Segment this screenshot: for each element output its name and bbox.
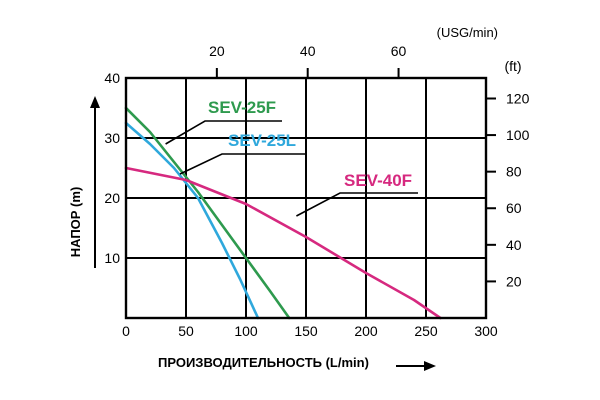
x-axis-title: ПРОИЗВОДИТЕЛЬНОСТЬ (L/min): [158, 355, 369, 370]
x-tick-label: 0: [122, 323, 130, 339]
x-tick-label: 50: [178, 323, 194, 339]
right-tick-label: 60: [506, 200, 522, 216]
top-tick-label: 40: [300, 43, 316, 59]
leader-line-sev-40f: [296, 192, 418, 217]
curves: [124, 106, 442, 320]
x-tick-label: 300: [474, 323, 498, 339]
x-tick-label: 150: [294, 323, 318, 339]
x-tick-label: 100: [234, 323, 258, 339]
right-tick-label: 120: [506, 90, 530, 106]
curve-sev-40f: [124, 166, 442, 320]
y-axis-title: НАПОР (m): [68, 187, 83, 258]
y-axis-arrow-head: [90, 96, 100, 108]
y-tick-label: 30: [104, 130, 120, 146]
right-tick-label: 80: [506, 164, 522, 180]
x-tick-label: 250: [414, 323, 438, 339]
leader-line-sev-25l: [179, 153, 306, 175]
grid: [126, 78, 486, 318]
top-tick-label: 20: [209, 43, 225, 59]
y-tick-label: 10: [104, 250, 120, 266]
right-tick-label: 20: [506, 273, 522, 289]
series-label-sev-25l: SEV-25L: [228, 131, 296, 150]
axes: 0 50 100 150 200 250 300 10 20 30 40 20 40 60 (USG/min…: [68, 25, 530, 371]
leader-line-sev-25f: [165, 120, 282, 145]
plot-frame: [124, 76, 488, 320]
series-label-sev-40f: SEV-40F: [344, 171, 412, 190]
x-tick-label: 200: [354, 323, 378, 339]
x-axis-arrow-head: [424, 361, 436, 371]
curve-sev-25l: [124, 121, 260, 320]
top-axis-unit: (USG/min): [437, 25, 498, 40]
right-tick-label: 40: [506, 237, 522, 253]
top-tick-label: 60: [391, 43, 407, 59]
right-tick-label: 100: [506, 127, 530, 143]
y-tick-label: 40: [104, 70, 120, 86]
curve-sev-25f: [124, 106, 291, 320]
right-axis-unit: (ft): [504, 58, 521, 74]
series-label-sev-25f: SEV-25F: [208, 98, 276, 117]
series-labels: SEV-25F SEV-25L SEV-40F: [165, 98, 418, 217]
y-tick-label: 20: [104, 190, 120, 206]
